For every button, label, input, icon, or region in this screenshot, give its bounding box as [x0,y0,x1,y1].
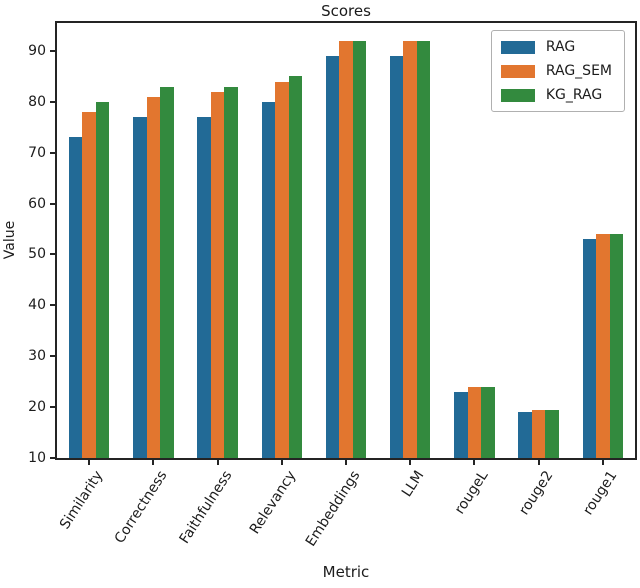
legend-swatch-icon [500,40,535,54]
x-tick-label-rouge2: rouge2 [515,468,557,519]
bar-KG_RAG-rouge2 [545,409,559,458]
y-tick-label: 10 [28,450,46,466]
x-tick-label-Correctness: Correctness [112,468,171,547]
y-tick-mark [50,202,55,205]
bar-RAG_SEM-rouge1 [596,234,610,458]
bar-RAG-Faithfulness [197,117,211,458]
y-tick-mark [50,304,55,307]
x-tick-mark [152,460,155,465]
y-tick-mark [50,49,55,52]
y-tick-label: 30 [28,348,46,365]
y-tick-mark [50,100,55,103]
legend-label: RAG [545,39,576,55]
bar-RAG_SEM-Correctness [146,96,161,458]
y-axis-label: Value [2,220,18,260]
legend-label: RAG_SEM [545,63,612,79]
bar-KG_RAG-rougeL [481,386,495,458]
legend-entry-RAG_SEM: RAG_SEM [500,63,612,79]
x-tick-mark [280,460,283,465]
y-tick-label: 80 [28,93,46,110]
x-axis-label: Metric [322,563,370,581]
y-tick-label: 90 [28,42,46,59]
legend-entry-KG_RAG: KG_RAG [500,87,612,103]
y-tick-mark [50,355,55,358]
bar-KG_RAG-Similarity [95,101,110,458]
x-tick-label-Relevancy: Relevancy [246,468,300,538]
y-tick-mark [50,253,55,256]
bar-RAG-Embeddings [325,56,340,458]
x-tick-label-Similarity: Similarity [57,468,107,533]
x-tick-mark [88,460,91,465]
y-tick-label: 60 [28,195,46,212]
bar-KG_RAG-rouge1 [609,234,624,458]
x-tick-mark [473,460,476,465]
y-tick-mark [50,151,55,154]
y-tick-label: 50 [28,246,46,263]
bar-RAG_SEM-rougeL [467,386,482,458]
y-tick-mark [50,406,55,409]
x-tick-label-LLM: LLM [399,468,428,500]
x-tick-label-Faithfulness: Faithfulness [176,468,235,547]
bar-KG_RAG-Faithfulness [224,86,238,458]
bar-KG_RAG-Embeddings [352,40,367,458]
chart-title: Scores [321,2,371,20]
bar-KG_RAG-LLM [416,40,431,458]
bar-RAG-rouge2 [518,412,532,458]
bar-RAG_SEM-LLM [403,40,417,458]
bar-RAG-Correctness [133,117,147,458]
bar-RAG_SEM-Similarity [82,112,96,458]
x-tick-label-Embeddings: Embeddings [302,468,364,550]
x-tick-label-rougeL: rougeL [452,468,492,518]
bar-RAG-rougeL [454,391,468,458]
x-tick-label-rouge1: rouge1 [580,468,621,519]
x-tick-mark [216,460,219,465]
bar-RAG-Relevancy [261,101,276,458]
bar-RAG-Similarity [68,137,83,458]
x-tick-mark [409,460,412,465]
y-tick-mark [50,457,55,459]
y-tick-label: 70 [28,144,46,161]
x-tick-mark [601,460,604,465]
plot-area: RAG RAG_SEM KG_RAG [55,21,637,460]
y-tick-label: 20 [28,399,46,416]
legend-swatch-icon [500,88,535,102]
bar-KG_RAG-Relevancy [288,76,303,458]
bar-RAG_SEM-Embeddings [339,40,353,458]
x-tick-mark [345,460,347,465]
x-tick-mark [537,460,540,465]
bar-RAG-rouge1 [582,239,597,458]
legend-swatch-icon [500,64,535,78]
bar-RAG-LLM [389,56,404,458]
legend-entry-RAG: RAG [500,39,612,55]
y-tick-label: 40 [28,297,46,314]
legend-label: KG_RAG [545,87,603,103]
legend: RAG RAG_SEM KG_RAG [490,30,625,112]
bar-RAG_SEM-Relevancy [275,81,289,458]
bar-KG_RAG-Correctness [160,86,174,458]
bar-RAG_SEM-rouge2 [531,409,546,458]
bar-RAG_SEM-Faithfulness [210,91,225,458]
